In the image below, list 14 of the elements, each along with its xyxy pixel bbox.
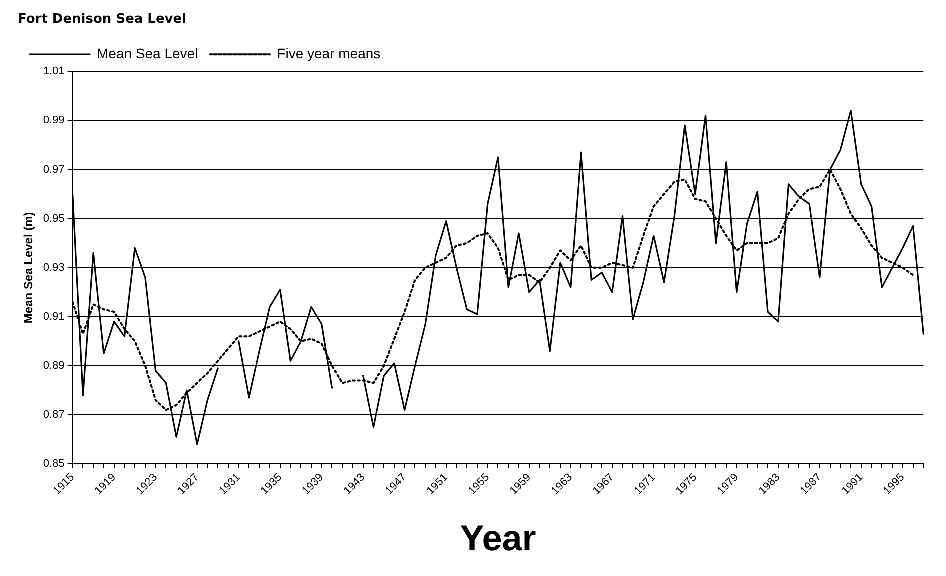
- y-tick-label: 0.91: [43, 310, 65, 323]
- chart-title: Fort Denison Sea Level: [18, 12, 187, 28]
- y-tick-label: 0.93: [43, 262, 65, 274]
- x-axis-title: Year: [460, 517, 536, 558]
- y-tick-label: 0.95: [43, 212, 65, 225]
- y-tick-label: 0.87: [43, 409, 65, 422]
- legend-label: Mean Sea Level: [97, 45, 198, 62]
- y-tick-label: 0.97: [43, 164, 65, 176]
- legend-label: Five year means: [277, 45, 381, 62]
- y-tick-label: 1.01: [43, 66, 65, 78]
- y-axis-title: Mean Sea Level (m): [22, 212, 36, 324]
- y-tick-label: 0.85: [43, 458, 65, 470]
- y-tick-label: 0.89: [43, 360, 65, 372]
- y-tick-label: 0.99: [43, 114, 65, 127]
